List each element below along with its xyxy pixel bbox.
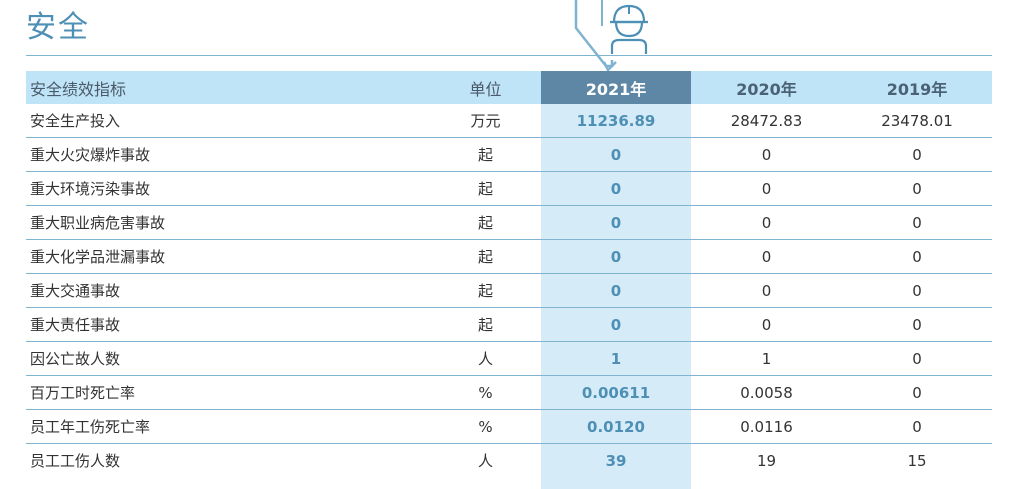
row-value-2021: 0: [541, 307, 691, 342]
row-label: 重大火灾爆炸事故: [26, 137, 430, 172]
row-value-2019: 0: [842, 171, 992, 206]
row-value-2019: 0: [842, 409, 992, 444]
row-value-2021: 0: [541, 273, 691, 308]
header-year-2020: 2020年: [691, 71, 842, 104]
row-value-2020: 1: [691, 341, 842, 376]
row-unit: 起: [430, 239, 541, 274]
row-value-2019: 15: [907, 451, 927, 470]
row-value-2021: 0.0120: [541, 409, 691, 444]
row-label: 因公亡故人数: [26, 341, 430, 376]
row-value-2019: 0: [842, 307, 992, 342]
table-row: 因公亡故人数人 1 1 0: [26, 341, 992, 376]
row-unit: 起: [430, 273, 541, 308]
row-label: 重大化学品泄漏事故: [26, 239, 430, 274]
row-unit: 人: [477, 452, 493, 470]
row-value-2021: 0: [541, 137, 691, 172]
table-header-row: 安全绩效指标 单位 2021年 2020年 2019年: [26, 71, 992, 104]
row-value-2019: 0: [842, 205, 992, 240]
row-value-2021: 39: [541, 443, 691, 477]
row-value-2021: 0.00611: [541, 375, 691, 410]
title-divider: [26, 55, 992, 56]
safety-helmet-worker-icon: [572, 0, 662, 73]
header-year-2019: 2019年: [842, 71, 992, 104]
row-value-2020: 0: [691, 307, 842, 342]
row-value-2021: 0: [541, 171, 691, 206]
table-row: 重大化学品泄漏事故起 0 0 0: [26, 239, 992, 274]
row-value-2020: 0: [691, 239, 842, 274]
row-unit: 起: [430, 205, 541, 240]
header-indicator: 安全绩效指标: [26, 71, 430, 104]
row-value-2019: 0: [842, 273, 992, 308]
row-unit: %: [430, 409, 541, 444]
row-value-2020: 0: [691, 137, 842, 172]
table-row: 百万工时死亡率% 0.00611 0.0058 0: [26, 375, 992, 410]
row-value-2020: 19: [756, 451, 777, 470]
row-value-2020: 28472.83: [691, 104, 842, 138]
row-label: 重大交通事故: [26, 273, 430, 308]
row-value-2019: 23478.01: [842, 104, 992, 138]
row-value-2020: 0: [691, 205, 842, 240]
row-value-2020: 0.0058: [691, 375, 842, 410]
table-row: 重大火灾爆炸事故起 0 0 0: [26, 137, 992, 172]
table-row: 重大职业病危害事故起 0 0 0: [26, 205, 992, 240]
row-unit: 人: [430, 341, 541, 376]
row-unit: 起: [430, 307, 541, 342]
header-unit: 单位: [430, 71, 541, 104]
header-year-2021: 2021年: [541, 71, 691, 104]
row-label: 重大职业病危害事故: [26, 205, 430, 240]
row-label: 员工工伤人数: [30, 452, 121, 470]
row-value-2020: 0.0116: [691, 409, 842, 444]
row-value-2019: 0: [842, 137, 992, 172]
table-row: 员工年工伤死亡率% 0.0120 0.0116 0: [26, 409, 992, 444]
row-value-2021: 0: [541, 205, 691, 240]
table-row: 重大责任事故起 0 0 0: [26, 307, 992, 342]
table-row: 员工工伤人数 人 39 19 15: [26, 443, 992, 477]
page-title: 安全: [26, 10, 90, 45]
row-value-2021: 1: [541, 341, 691, 376]
row-unit: 万元: [430, 104, 541, 138]
row-label: 重大责任事故: [26, 307, 430, 342]
row-unit: 起: [430, 171, 541, 206]
table-row: 重大环境污染事故起 0 0 0: [26, 171, 992, 206]
row-label: 员工年工伤死亡率: [26, 409, 430, 444]
row-label: 安全生产投入: [26, 104, 430, 138]
row-label: 百万工时死亡率: [26, 375, 430, 410]
row-value-2021: 0: [541, 239, 691, 274]
row-value-2020: 0: [691, 171, 842, 206]
row-unit: 起: [430, 137, 541, 172]
row-label: 重大环境污染事故: [26, 171, 430, 206]
row-value-2019: 0: [842, 341, 992, 376]
row-value-2021: 11236.89: [541, 104, 691, 138]
row-value-2019: 0: [842, 375, 992, 410]
safety-performance-table: 安全绩效指标 单位 2021年 2020年 2019年 安全生产投入 万元 1123…: [26, 71, 992, 477]
table-row: 安全生产投入 万元 11236.89 28472.83 23478.01: [26, 104, 992, 138]
table-row: 重大交通事故起 0 0 0: [26, 273, 992, 308]
row-unit: %: [430, 375, 541, 410]
row-value-2019: 0: [842, 239, 992, 274]
row-value-2020: 0: [691, 273, 842, 308]
